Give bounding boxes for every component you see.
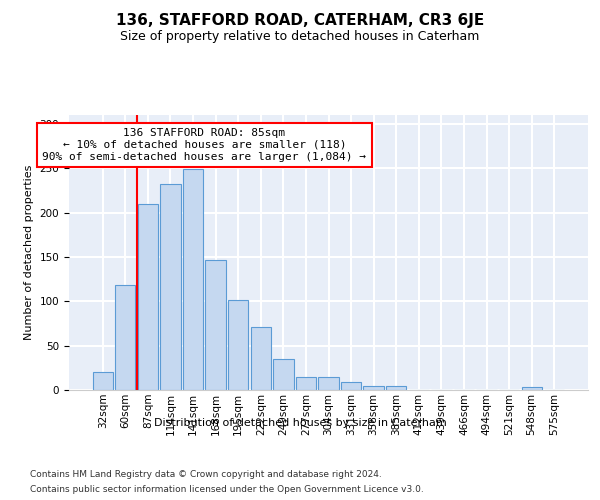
Text: Distribution of detached houses by size in Caterham: Distribution of detached houses by size … xyxy=(154,418,446,428)
Bar xyxy=(386,386,406,390)
Bar xyxy=(228,300,248,390)
Bar xyxy=(115,286,136,390)
Text: 136 STAFFORD ROAD: 85sqm
← 10% of detached houses are smaller (118)
90% of semi-: 136 STAFFORD ROAD: 85sqm ← 10% of detach… xyxy=(43,128,367,162)
Text: Contains HM Land Registry data © Crown copyright and database right 2024.: Contains HM Land Registry data © Crown c… xyxy=(30,470,382,479)
Bar xyxy=(319,376,338,390)
Y-axis label: Number of detached properties: Number of detached properties xyxy=(24,165,34,340)
Text: 136, STAFFORD ROAD, CATERHAM, CR3 6JE: 136, STAFFORD ROAD, CATERHAM, CR3 6JE xyxy=(116,12,484,28)
Bar xyxy=(160,184,181,390)
Bar xyxy=(521,388,542,390)
Bar xyxy=(341,382,361,390)
Bar xyxy=(205,260,226,390)
Text: Contains public sector information licensed under the Open Government Licence v3: Contains public sector information licen… xyxy=(30,485,424,494)
Bar xyxy=(138,204,158,390)
Bar xyxy=(273,359,293,390)
Bar xyxy=(92,372,113,390)
Bar xyxy=(364,386,384,390)
Bar xyxy=(296,376,316,390)
Bar xyxy=(183,169,203,390)
Bar xyxy=(251,327,271,390)
Text: Size of property relative to detached houses in Caterham: Size of property relative to detached ho… xyxy=(121,30,479,43)
